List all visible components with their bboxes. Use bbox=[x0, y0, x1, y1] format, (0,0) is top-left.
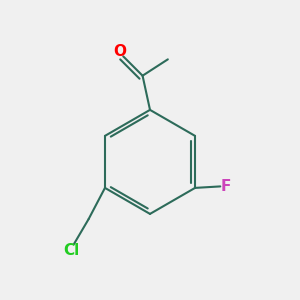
Text: Cl: Cl bbox=[63, 243, 80, 258]
Text: O: O bbox=[113, 44, 126, 59]
Text: F: F bbox=[220, 179, 231, 194]
